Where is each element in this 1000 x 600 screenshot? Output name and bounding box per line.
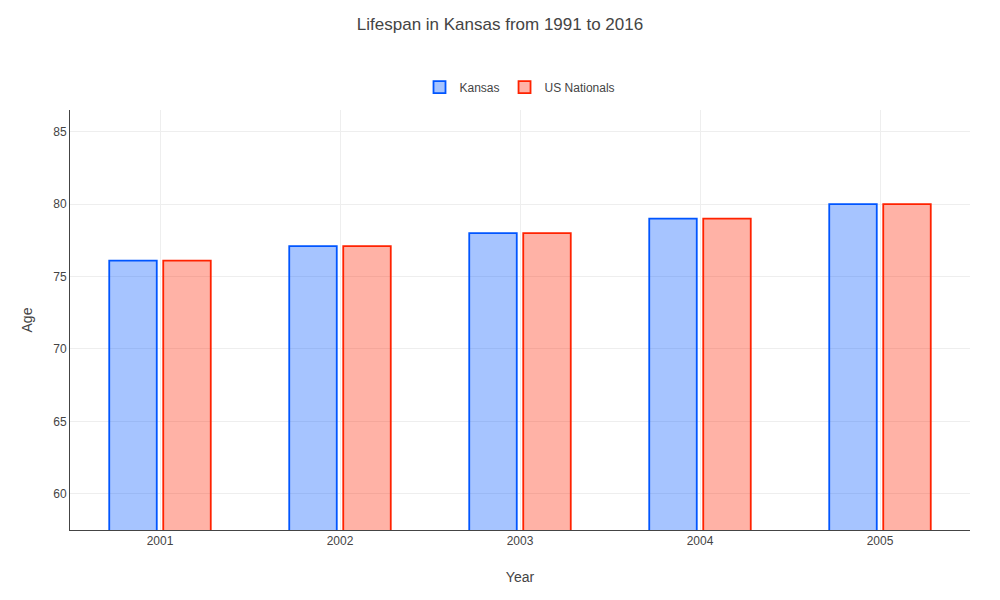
svg-text:75: 75 bbox=[53, 270, 67, 284]
svg-text:US Nationals: US Nationals bbox=[545, 81, 615, 95]
svg-text:65: 65 bbox=[53, 415, 67, 429]
svg-text:70: 70 bbox=[53, 342, 67, 356]
svg-text:Kansas: Kansas bbox=[460, 81, 500, 95]
svg-text:85: 85 bbox=[53, 125, 67, 139]
svg-text:60: 60 bbox=[53, 487, 67, 501]
svg-text:2001: 2001 bbox=[147, 534, 174, 548]
svg-text:Lifespan in Kansas from 1991 t: Lifespan in Kansas from 1991 to 2016 bbox=[357, 15, 643, 34]
svg-text:Age: Age bbox=[19, 307, 35, 332]
svg-text:2003: 2003 bbox=[507, 534, 534, 548]
svg-text:2004: 2004 bbox=[687, 534, 714, 548]
svg-text:Year: Year bbox=[506, 569, 535, 585]
svg-text:2002: 2002 bbox=[327, 534, 354, 548]
svg-text:2005: 2005 bbox=[867, 534, 894, 548]
svg-text:80: 80 bbox=[53, 197, 67, 211]
